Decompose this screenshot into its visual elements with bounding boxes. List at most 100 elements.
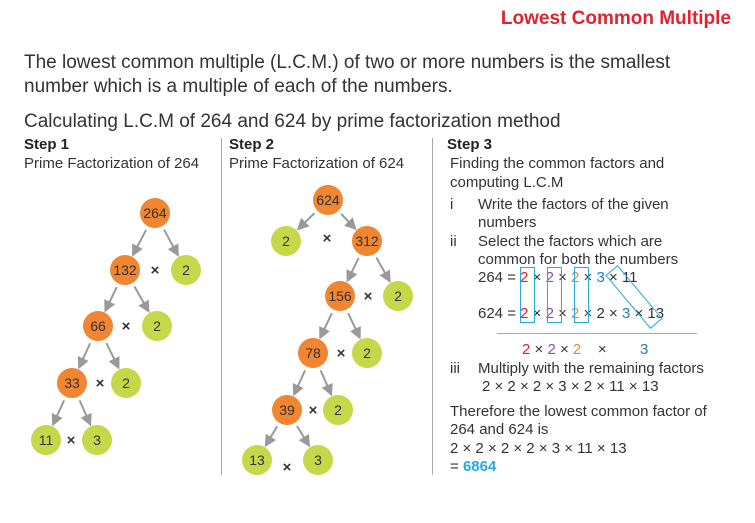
node-label: 264 (143, 205, 167, 221)
factor: 2 (545, 305, 554, 322)
prime-node (242, 445, 272, 475)
row-264: 264 = 2 × 2 × 2 × 3 × 11 (478, 269, 638, 286)
prime-node (31, 425, 61, 455)
node-label: 11 (39, 432, 54, 448)
step-i-text-2: numbers (478, 214, 537, 231)
arrow (133, 286, 150, 313)
step1-caption: Prime Factorization of 264 (24, 155, 200, 172)
conclusion-2: 264 and 624 is (450, 421, 549, 438)
factor: 2 (545, 269, 554, 286)
step-iii-num: iii (450, 360, 460, 377)
step-iii-text: Multiply with the remaining factors (478, 360, 704, 377)
factor: 3 (640, 341, 649, 358)
factor: 2 (520, 305, 529, 322)
prime-node (171, 255, 201, 285)
times-sign: × (364, 288, 373, 305)
times-sign: × (122, 318, 131, 335)
node-label: 33 (64, 375, 80, 391)
factor: 2 (571, 269, 580, 286)
step-i-num: i (450, 196, 454, 213)
node-label: 624 (316, 192, 340, 208)
step3-intro-2: computing L.C.M (450, 174, 564, 191)
node-label: 2 (182, 262, 190, 278)
common-box (520, 267, 535, 323)
node-label: 2 (122, 375, 130, 391)
divider (221, 138, 222, 475)
step1-heading: Step 1 (24, 136, 70, 153)
prime-node (111, 368, 141, 398)
step3-heading: Step 3 (447, 136, 493, 153)
factor: 2 (571, 305, 580, 322)
node-label: 156 (328, 288, 352, 304)
subtitle: Calculating L.C.M of 264 and 624 by prim… (24, 111, 561, 132)
composite-node (352, 226, 382, 256)
row-624: 624 = 2 × 2 × 2 × 2 × 3 × 13 (478, 305, 665, 322)
times-sign: × (67, 432, 76, 449)
factor: 3 (596, 269, 605, 286)
times-sign: × (96, 375, 105, 392)
lhs: 624 = (478, 305, 516, 322)
step-ii-text-2: common for both the numbers (478, 251, 679, 268)
page-title: Lowest Common Multiple (500, 8, 731, 29)
composite-node (140, 198, 170, 228)
factor: 2 (596, 305, 605, 322)
composite-node (325, 281, 355, 311)
arrow (264, 425, 279, 448)
arrow (340, 213, 357, 231)
conclusion-1: Therefore the lowest common factor of (450, 403, 707, 420)
composite-node (313, 185, 343, 215)
times-sign: × (309, 402, 318, 419)
prime-node (323, 395, 353, 425)
arrow (296, 212, 316, 231)
composite-node (83, 311, 113, 341)
times-sign: × (151, 262, 160, 279)
arrow (319, 369, 333, 397)
intro-line-1: The lowest common multiple (L.C.M.) of t… (24, 52, 671, 73)
prime-node (142, 311, 172, 341)
times-sign: × (337, 345, 346, 362)
result-line: = 6864 (450, 458, 496, 475)
arrow (346, 257, 360, 283)
node-label: 66 (90, 318, 106, 334)
arrow (131, 229, 148, 257)
node-label: 2 (363, 345, 371, 361)
prime-node (383, 281, 413, 311)
factor: 2 (522, 341, 531, 358)
arrow (296, 425, 311, 448)
composite-node (272, 395, 302, 425)
node-label: 2 (334, 402, 342, 418)
lhs: 264 = (478, 269, 516, 286)
prime-node (303, 445, 333, 475)
arrow (163, 229, 179, 257)
composite-node (110, 255, 140, 285)
node-label: 2 (282, 233, 290, 249)
node-label: 13 (249, 452, 265, 468)
node-label: 312 (355, 233, 379, 249)
composite-node (57, 368, 87, 398)
arrow (319, 312, 333, 340)
node-label: 3 (93, 432, 101, 448)
intro-line-2: number which is a multiple of each of th… (24, 76, 453, 97)
step-iii-expr: 2 × 2 × 2 × 3 × 2 × 11 × 13 (482, 378, 659, 395)
prime-node (352, 338, 382, 368)
divider (432, 138, 433, 475)
common-box (574, 267, 589, 323)
node-label: 132 (113, 262, 137, 278)
factor: 2 (520, 269, 529, 286)
step-i-text-1: Write the factors of the given (478, 196, 669, 213)
arrow (105, 342, 120, 370)
prime-node (271, 226, 301, 256)
arrow (292, 369, 307, 397)
node-label: 39 (279, 402, 295, 418)
common-box (547, 267, 562, 323)
factor: 2 (572, 341, 582, 358)
composite-node (298, 338, 328, 368)
separator (497, 333, 697, 334)
step3-intro-1: Finding the common factors and (450, 155, 665, 172)
step2-heading: Step 2 (229, 136, 275, 153)
arrow (104, 286, 118, 313)
times-sign: × (323, 230, 332, 247)
step2-caption: Prime Factorization of 624 (229, 155, 405, 172)
